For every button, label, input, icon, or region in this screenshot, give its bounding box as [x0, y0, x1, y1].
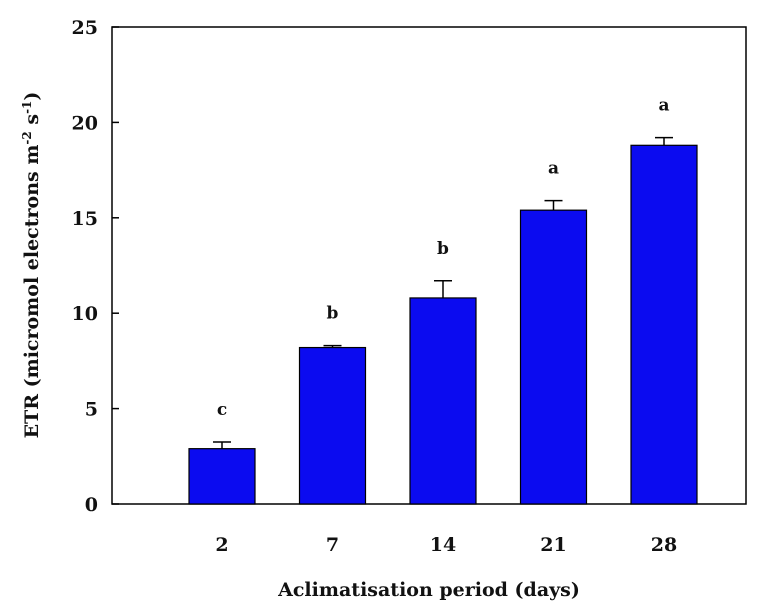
x-tick-label: 14 [430, 534, 456, 556]
x-axis-title: Aclimatisation period (days) [277, 579, 580, 601]
bar [298, 346, 367, 505]
x-axis: 2 7 14 21 28 [215, 497, 677, 556]
y-tick-label: 15 [72, 208, 98, 230]
x-tick-label: 28 [651, 534, 677, 556]
y-tick-label: 5 [85, 399, 98, 421]
y-axis-title-middle: s [21, 114, 43, 131]
bar [519, 209, 588, 505]
significance-letter: b [437, 239, 449, 259]
y-axis-title-exponent-1: -2 [20, 131, 34, 144]
significance-letter: a [658, 96, 669, 116]
y-tick-label: 25 [72, 17, 98, 39]
significance-letter: b [327, 304, 339, 324]
y-axis-title-exponent-2: -1 [20, 101, 34, 114]
bar [409, 297, 477, 505]
x-tick-label: 2 [215, 534, 228, 556]
error-bars [213, 136, 673, 449]
x-tick-label: 21 [540, 534, 566, 556]
y-axis: 0 5 10 15 20 25 [72, 17, 119, 516]
bars [188, 144, 698, 505]
y-axis-title: ETR (micromol electrons m-2 s-1) [20, 92, 43, 439]
significance-letter: a [548, 159, 559, 179]
y-axis-title-suffix: ) [21, 92, 43, 101]
bar [188, 448, 256, 505]
y-tick-label: 0 [85, 494, 98, 516]
y-tick-label: 20 [72, 112, 98, 134]
bar [630, 144, 698, 505]
y-tick-label: 10 [72, 303, 98, 325]
y-axis-title-prefix: ETR (micromol electrons m [21, 145, 43, 439]
significance-letter: c [217, 400, 227, 420]
significance-letters: c b b a a [217, 96, 670, 420]
x-tick-label: 7 [326, 534, 339, 556]
